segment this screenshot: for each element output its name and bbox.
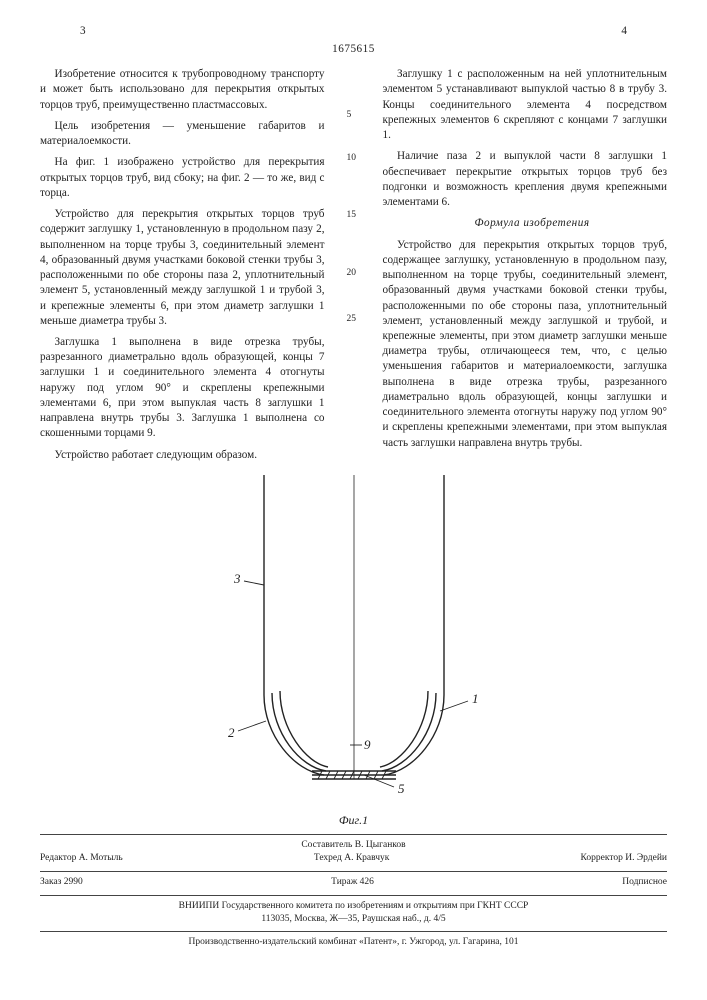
compositor: Составитель В. Цыганков bbox=[40, 839, 667, 852]
para: Заглушку 1 с расположенным на ней уплотн… bbox=[383, 67, 668, 143]
page-num-left: 3 bbox=[80, 24, 86, 39]
fig-label-2: 2 bbox=[228, 725, 235, 740]
order: Заказ 2990 bbox=[40, 876, 83, 889]
signed: Подписное bbox=[622, 876, 667, 889]
divider bbox=[40, 871, 667, 872]
line-num: 20 bbox=[347, 267, 357, 280]
org-line-2: Производственно-издательский комбинат «П… bbox=[40, 936, 667, 949]
figure-1: 1 2 3 5 9 Фиг.1 bbox=[40, 475, 667, 829]
org-line-1: ВНИИПИ Государственного комитета по изоб… bbox=[40, 900, 667, 913]
document-number: 1675615 bbox=[40, 42, 667, 57]
fig-label-5: 5 bbox=[398, 781, 405, 796]
para: На фиг. 1 изображено устройство для пере… bbox=[40, 155, 325, 201]
claim-text: Устройство для перекрытия открытых торцо… bbox=[383, 238, 668, 451]
line-number-gutter: 5 10 15 20 25 bbox=[347, 67, 361, 469]
para: Устройство для перекрытия открытых торцо… bbox=[40, 207, 325, 329]
techred: Техред А. Кравчук bbox=[314, 852, 390, 865]
editor: Редактор А. Мотыль bbox=[40, 852, 123, 865]
divider bbox=[40, 895, 667, 896]
fig-label-9: 9 bbox=[364, 737, 371, 752]
para: Заглушка 1 выполнена в виде отрезка труб… bbox=[40, 335, 325, 442]
tirage: Тираж 426 bbox=[331, 876, 374, 889]
fig-label-1: 1 bbox=[472, 691, 479, 706]
right-column: Заглушку 1 с расположенным на ней уплотн… bbox=[383, 67, 668, 469]
line-num: 25 bbox=[347, 313, 357, 326]
para: Устройство работает следующим образом. bbox=[40, 448, 325, 463]
claims-title: Формула изобретения bbox=[383, 216, 668, 231]
page-num-right: 4 bbox=[621, 24, 627, 39]
left-column: Изобретение относится к трубопроводному … bbox=[40, 67, 325, 469]
line-num: 10 bbox=[347, 152, 357, 165]
fig-label-3: 3 bbox=[233, 571, 241, 586]
divider bbox=[40, 931, 667, 932]
divider bbox=[40, 834, 667, 835]
figure-caption: Фиг.1 bbox=[40, 812, 667, 828]
imprint-footer: Составитель В. Цыганков Редактор А. Моты… bbox=[40, 839, 667, 949]
para: Цель изобретения — уменьшение габаритов … bbox=[40, 119, 325, 149]
figure-svg: 1 2 3 5 9 bbox=[194, 475, 514, 805]
para: Наличие паза 2 и выпуклой части 8 заглуш… bbox=[383, 149, 668, 210]
addr-line-1: 113035, Москва, Ж—35, Раушская наб., д. … bbox=[40, 913, 667, 926]
line-num: 5 bbox=[347, 109, 352, 122]
text-columns: Изобретение относится к трубопроводному … bbox=[40, 67, 667, 469]
page-number-row: 3 4 bbox=[40, 24, 667, 40]
corrector: Корректор И. Эрдейи bbox=[581, 852, 667, 865]
para: Изобретение относится к трубопроводному … bbox=[40, 67, 325, 113]
line-num: 15 bbox=[347, 209, 357, 222]
patent-page: 3 4 1675615 Изобретение относится к труб… bbox=[0, 0, 707, 969]
